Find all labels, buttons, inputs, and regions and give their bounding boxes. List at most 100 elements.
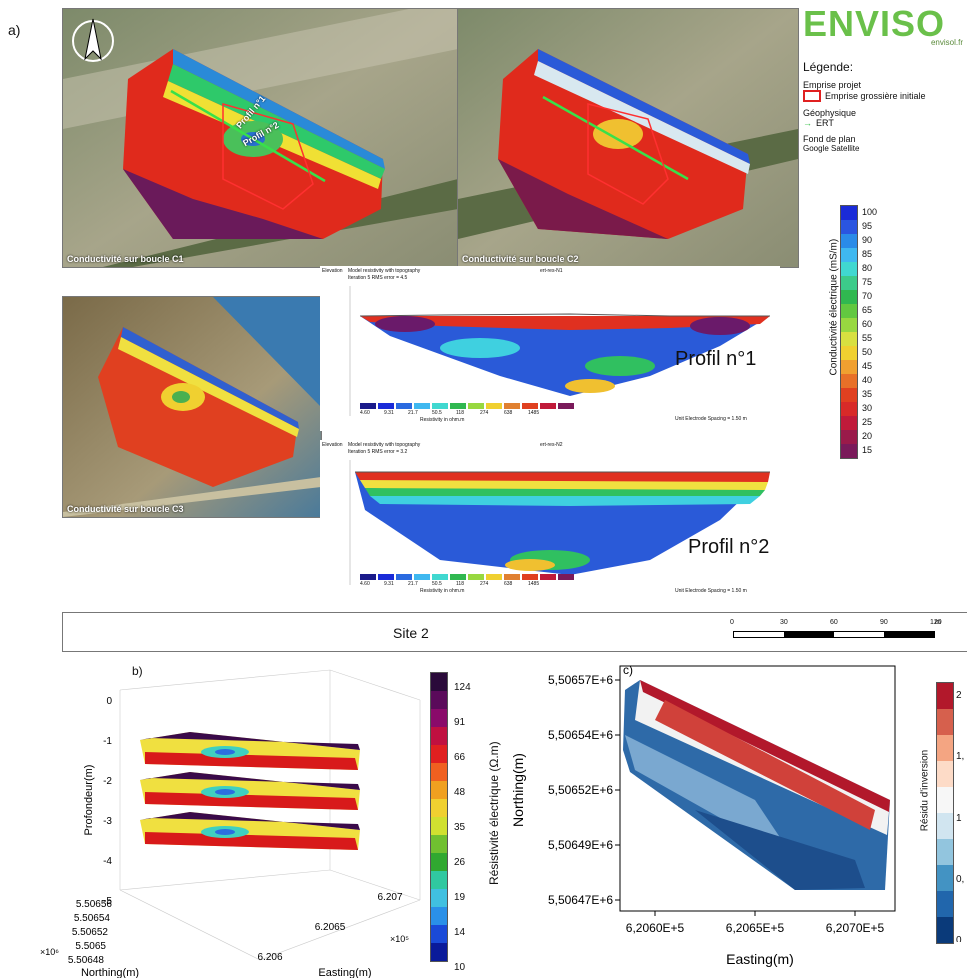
map-c3: Conductivité sur boucle C3 bbox=[62, 296, 322, 518]
chart-b-y-tick: 5.50648 bbox=[68, 955, 105, 966]
conductivity-colorbar-label: Conductivité électrique (mS/m) bbox=[828, 238, 840, 376]
resistivity-tick: 9.31 bbox=[384, 581, 394, 587]
chart-b-x-tick: 6.2065 bbox=[315, 922, 346, 933]
site-banner: Site 2 0 30 60 90 120 m bbox=[62, 612, 967, 652]
chart-b-y-tick: 5.5065 bbox=[75, 941, 106, 952]
ert-p2-resistivity-label: Resistivity in ohm.m bbox=[420, 588, 465, 594]
ert-p1-header: Model resistivity with topography bbox=[348, 268, 421, 274]
chart-b-y-multiplier: ×10⁶ bbox=[40, 947, 59, 957]
chart-c-x-tick: 6,2060E+5 bbox=[626, 921, 685, 935]
ert-p2-elevation: Elevation bbox=[322, 442, 343, 448]
legend-swatch-emprise bbox=[803, 90, 821, 102]
conductivity-tick: 20 bbox=[862, 431, 873, 441]
conductivity-tick: 50 bbox=[862, 347, 873, 357]
scale-tick: 120 bbox=[930, 619, 942, 626]
logo: ENVISO envisol.fr bbox=[803, 4, 967, 48]
chart-b-x-tick: 6.207 bbox=[377, 892, 402, 903]
conductivity-tick: 75 bbox=[862, 277, 873, 287]
ert-p1-resistivity-bar bbox=[360, 403, 576, 409]
resistivity-tick: 118 bbox=[456, 581, 464, 587]
map-c3-caption: Conductivité sur boucle C3 bbox=[67, 504, 184, 514]
chart-c-colorbar bbox=[936, 682, 954, 944]
conductivity-tick: 90 bbox=[862, 235, 873, 245]
ert-p2-title: ert-res-N2 bbox=[540, 442, 563, 448]
legend-title: Légende: bbox=[803, 60, 854, 74]
map-c2-image bbox=[458, 9, 798, 267]
legend-item-ert: ERT bbox=[816, 118, 834, 128]
chart-c-y-tick: 5,50652E+6 bbox=[548, 783, 613, 797]
panel-label-a: a) bbox=[8, 22, 21, 38]
map-legend: Légende: Emprise projet Emprise grossièr… bbox=[803, 60, 963, 153]
ert-p1-resistivity-label: Resistivity in ohm.m bbox=[420, 417, 465, 423]
conductivity-tick: 60 bbox=[862, 319, 873, 329]
chart-b-colorbar bbox=[430, 672, 448, 962]
legend-section-fond: Fond de plan bbox=[803, 134, 856, 144]
chart-b-x-multiplier: ×10⁵ bbox=[390, 934, 409, 944]
conductivity-tick: 55 bbox=[862, 333, 873, 343]
ert-p2-sub: Iteration 5 RMS error = 3.2 bbox=[348, 449, 408, 455]
chart-b-slice bbox=[140, 812, 360, 850]
arrow-right-icon: → bbox=[803, 118, 812, 128]
chart-b-colorbar-tick: 26 bbox=[454, 857, 466, 868]
map-c2-caption: Conductivité sur boucle C2 bbox=[462, 254, 579, 264]
north-arrow-icon bbox=[72, 18, 114, 62]
chart-b-y-tick: 5.50652 bbox=[72, 927, 109, 938]
resistivity-tick: 638 bbox=[504, 581, 513, 587]
chart-b-3d: 0 -1 -2 -3 -4 -5 5.50656 5.50654 5.50652 5.5065 5… bbox=[40, 669, 421, 978]
conductivity-tick: 65 bbox=[862, 305, 873, 315]
chart-b-slice bbox=[140, 732, 360, 770]
site-label: Site 2 bbox=[393, 625, 429, 641]
panel-label-c: c) bbox=[623, 663, 633, 677]
chart-c-colorbar-tick: 0, bbox=[956, 873, 965, 885]
ert-profile-2: Elevation Model resistivity with topogra… bbox=[320, 440, 780, 602]
profil-2-label: Profil n°2 bbox=[688, 536, 770, 558]
chart-b-z-tick: -4 bbox=[103, 856, 112, 867]
chart-c-xlabel: Easting(m) bbox=[726, 951, 794, 967]
conductivity-tick: 30 bbox=[862, 403, 873, 413]
chart-c-x-tick: 6,2065E+5 bbox=[726, 921, 785, 935]
conductivity-tick: 100 bbox=[862, 207, 878, 217]
chart-b-ylabel: Northing(m) bbox=[81, 967, 139, 978]
chart-b-colorbar-ticks: 124 91 66 48 35 26 19 14 10 bbox=[450, 672, 480, 973]
conductivity-tick: 85 bbox=[862, 249, 873, 259]
resistivity-tick: 50.5 bbox=[432, 410, 442, 416]
chart-c-colorbar-tick: 2 bbox=[956, 690, 962, 701]
resistivity-tick: 1485 bbox=[528, 581, 540, 587]
chart-b-zlabel: Profondeur(m) bbox=[83, 765, 95, 836]
resistivity-tick: 638 bbox=[504, 410, 513, 416]
scale-unit: m bbox=[935, 619, 941, 626]
chart-c: c) 5,50657E+6 5,50654E+6 5,50652E+6 5,50649… bbox=[510, 663, 896, 967]
chart-b-y-tick: 5.50654 bbox=[74, 913, 111, 924]
chart-c-y-tick: 5,50647E+6 bbox=[548, 893, 613, 907]
chart-b-z-tick: 0 bbox=[106, 696, 112, 707]
scale-tick: 60 bbox=[830, 619, 838, 626]
ert-p1-spacing: Unit Electrode Spacing = 1.50 m bbox=[675, 416, 747, 422]
chart-b-colorbar-tick: 10 bbox=[454, 962, 466, 973]
chart-b-z-tick: -1 bbox=[103, 736, 112, 747]
chart-b-colorbar-tick: 124 bbox=[454, 682, 471, 693]
map-c2: Conductivité sur boucle C2 bbox=[457, 8, 799, 268]
resistivity-tick: 4.60 bbox=[360, 410, 370, 416]
conductivity-tick: 95 bbox=[862, 221, 873, 231]
legend-item-satellite: Google Satellite bbox=[803, 144, 860, 153]
legend-item-emprise: Emprise grossière initiale bbox=[825, 91, 926, 101]
chart-b-colorbar-tick: 91 bbox=[454, 717, 466, 728]
chart-b-colorbar-tick: 14 bbox=[454, 927, 466, 938]
legend-section-project: Emprise projet bbox=[803, 80, 862, 90]
ert-profile-2-image bbox=[349, 460, 770, 585]
resistivity-tick: 274 bbox=[480, 581, 489, 587]
map-c1-caption: Conductivité sur boucle C1 bbox=[67, 254, 184, 264]
chart-b-colorbar-tick: 48 bbox=[454, 787, 466, 798]
logo-url: envisol.fr bbox=[930, 38, 963, 47]
chart-b-z-tick: -5 bbox=[103, 896, 112, 907]
logo-text: ENVISO bbox=[803, 3, 946, 44]
resistivity-tick: 4.60 bbox=[360, 581, 370, 587]
ert-profile-1-image bbox=[349, 286, 770, 416]
map-c3-image bbox=[63, 297, 321, 517]
resistivity-tick: 9.31 bbox=[384, 410, 394, 416]
conductivity-tick: 40 bbox=[862, 375, 873, 385]
panel-label-b: b) bbox=[132, 664, 143, 678]
ert-p1-elevation: Elevation bbox=[322, 268, 343, 274]
chart-c-y-tick: 5,50654E+6 bbox=[548, 728, 613, 742]
chart-c-x-tick: 6,2070E+5 bbox=[826, 921, 885, 935]
